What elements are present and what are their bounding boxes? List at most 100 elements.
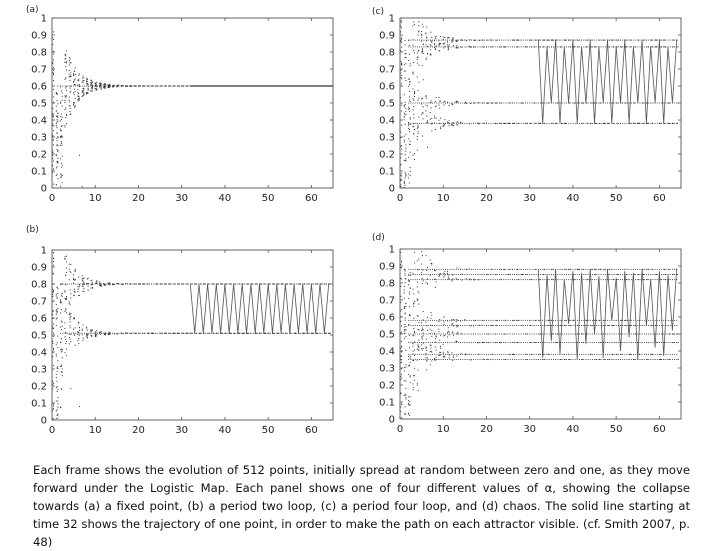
data-point <box>441 359 442 360</box>
data-point <box>119 333 120 334</box>
data-point <box>588 320 589 321</box>
data-point <box>125 333 126 334</box>
data-point <box>60 86 61 87</box>
data-point <box>640 269 641 270</box>
data-point <box>653 123 654 124</box>
data-point <box>598 269 599 270</box>
data-point <box>529 103 530 104</box>
data-point <box>653 342 654 343</box>
data-point <box>661 342 662 343</box>
data-point <box>64 311 65 312</box>
data-point <box>622 359 623 360</box>
data-point <box>611 274 612 275</box>
data-point <box>471 320 472 321</box>
data-point <box>87 81 88 82</box>
data-point <box>64 336 65 337</box>
data-point <box>53 265 54 266</box>
data-point <box>108 284 109 285</box>
data-point <box>456 123 457 124</box>
data-point <box>508 354 509 355</box>
data-point <box>57 288 58 289</box>
data-point <box>431 360 432 361</box>
data-point <box>499 46 500 47</box>
data-point <box>441 334 442 335</box>
data-point <box>417 123 418 124</box>
data-point <box>79 335 80 336</box>
data-point <box>616 334 617 335</box>
data-point <box>646 359 647 360</box>
data-point <box>439 269 440 270</box>
data-point <box>462 320 463 321</box>
data-point <box>443 123 444 124</box>
data-point <box>650 103 651 104</box>
data-point <box>566 103 567 104</box>
data-point <box>79 155 80 156</box>
data-point <box>422 283 423 284</box>
data-point <box>570 325 571 326</box>
data-point <box>624 320 625 321</box>
data-point <box>661 123 662 124</box>
data-point <box>418 316 419 317</box>
data-point <box>405 172 406 173</box>
data-point <box>410 40 411 41</box>
data-point <box>114 334 115 335</box>
data-point <box>609 334 610 335</box>
data-point <box>456 45 457 46</box>
data-point <box>447 46 448 47</box>
data-point <box>414 52 415 53</box>
data-point <box>73 81 74 82</box>
data-point <box>447 123 448 124</box>
data-point <box>410 356 411 357</box>
data-point <box>405 273 406 274</box>
data-point <box>70 339 71 340</box>
data-point <box>82 96 83 97</box>
data-point <box>62 326 63 327</box>
data-point <box>477 269 478 270</box>
data-point <box>417 46 418 47</box>
data-point <box>62 100 63 101</box>
data-point <box>425 282 426 283</box>
data-point <box>549 279 550 280</box>
data-point <box>447 41 448 42</box>
data-point <box>436 46 437 47</box>
data-point <box>430 274 431 275</box>
data-point <box>495 325 496 326</box>
data-point <box>270 284 271 285</box>
data-point <box>75 98 76 99</box>
data-point <box>401 346 402 347</box>
data-point <box>438 120 439 121</box>
data-point <box>77 100 78 101</box>
data-point <box>644 334 645 335</box>
data-point <box>70 317 71 318</box>
data-point <box>404 182 405 183</box>
data-point <box>585 354 586 355</box>
data-point <box>57 145 58 146</box>
data-point <box>61 309 62 310</box>
data-point <box>64 102 65 103</box>
data-point <box>529 320 530 321</box>
data-point <box>418 370 419 371</box>
data-point <box>305 333 306 334</box>
data-point <box>493 354 494 355</box>
data-point <box>514 359 515 360</box>
data-point <box>456 279 457 280</box>
data-point <box>663 359 664 360</box>
data-point <box>657 342 658 343</box>
data-point <box>629 46 630 47</box>
data-point <box>467 342 468 343</box>
data-point <box>70 293 71 294</box>
data-point <box>471 279 472 280</box>
data-point <box>425 322 426 323</box>
data-point <box>56 154 57 155</box>
data-point <box>471 325 472 326</box>
data-point <box>583 342 584 343</box>
data-point <box>409 281 410 282</box>
data-point <box>482 342 483 343</box>
data-point <box>73 333 74 334</box>
data-point <box>672 334 673 335</box>
data-point <box>65 77 66 78</box>
y-tick-label: 0.8 <box>31 48 47 59</box>
data-point <box>73 329 74 330</box>
data-point <box>501 334 502 335</box>
data-point <box>409 291 410 292</box>
